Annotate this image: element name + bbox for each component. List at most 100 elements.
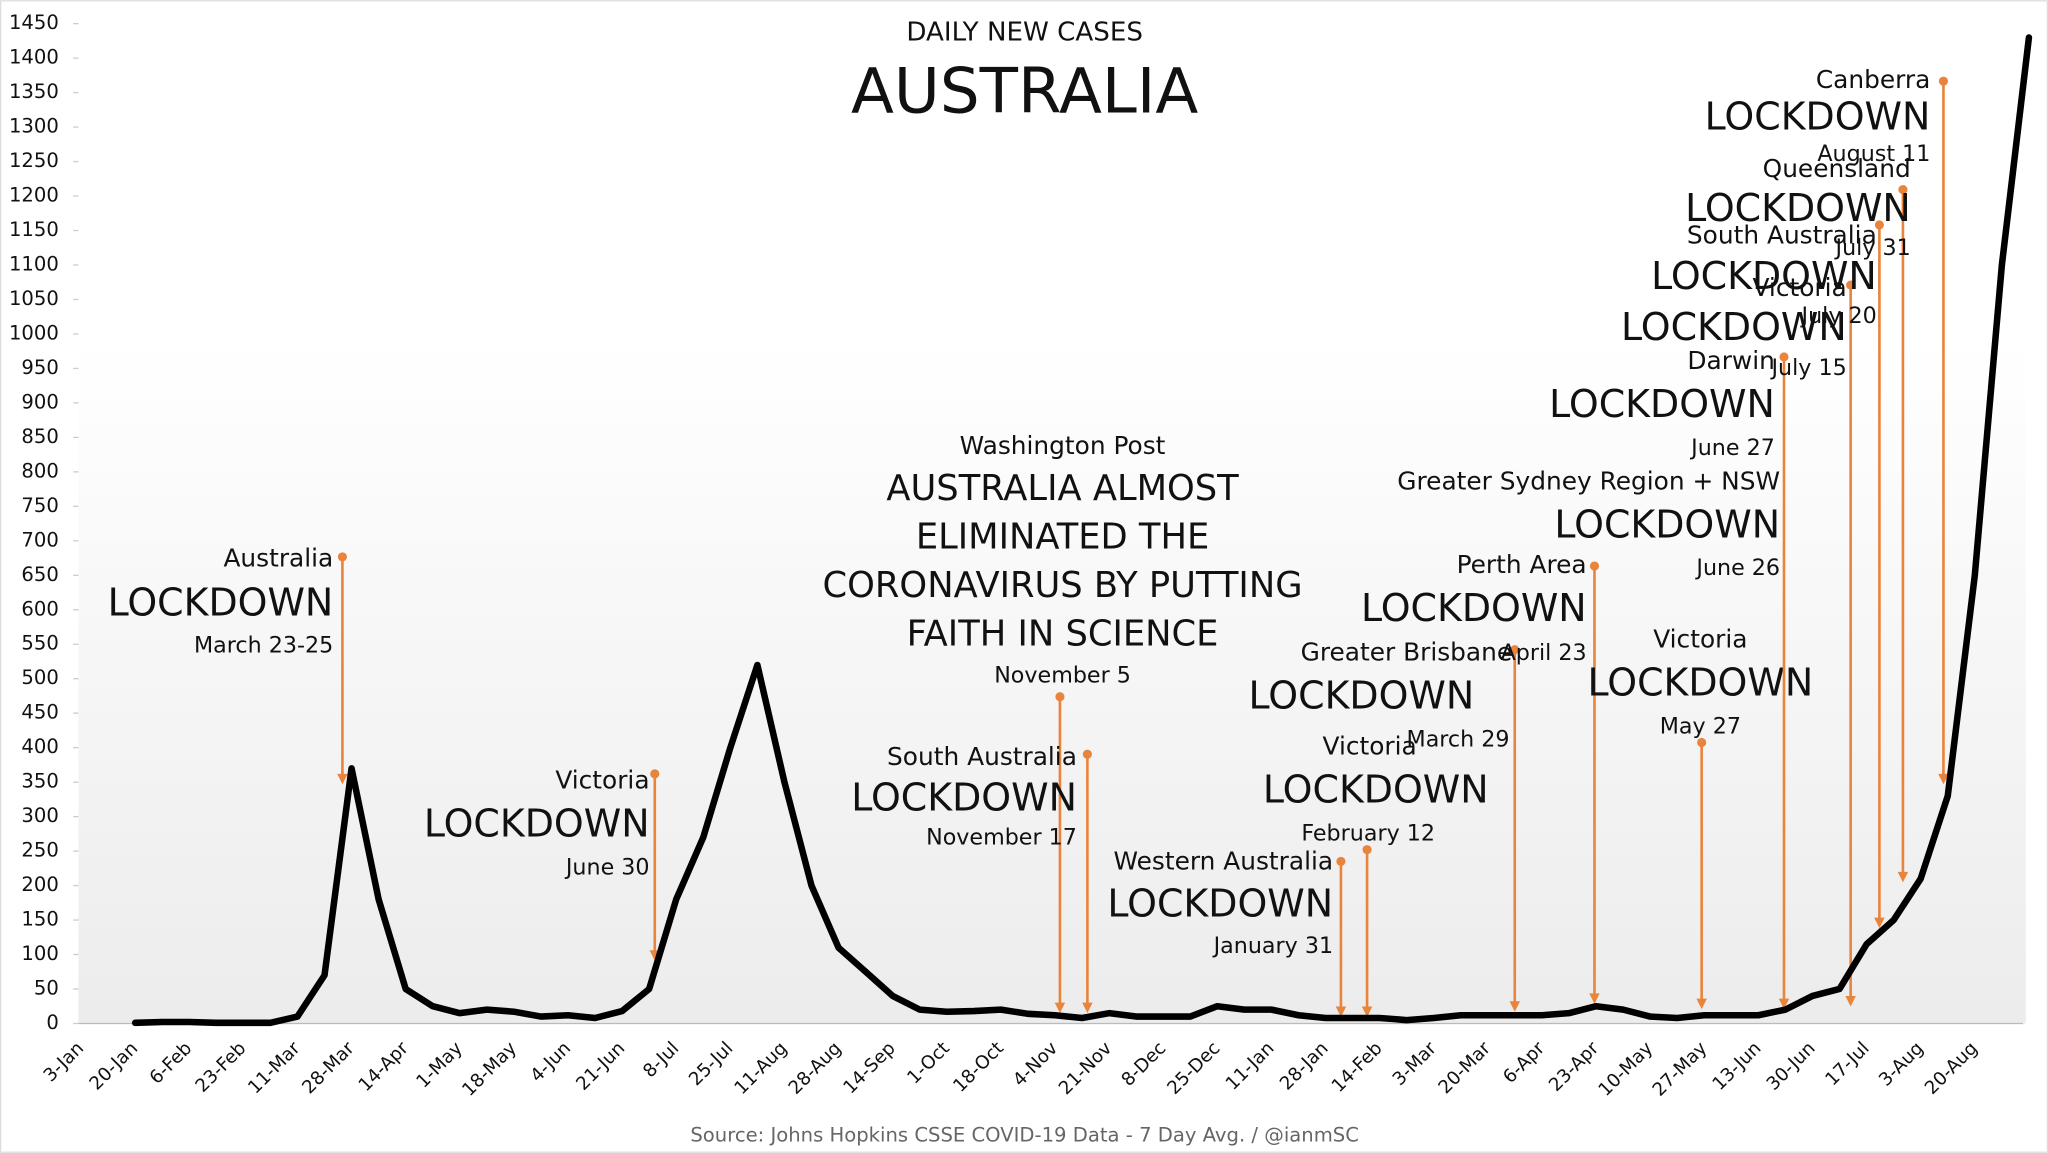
annotation-text: Victoria (555, 766, 649, 795)
annotation-text: Darwin (1687, 346, 1774, 375)
chart-title: AUSTRALIA (851, 55, 1198, 128)
y-tick-label: 800 (21, 459, 58, 482)
y-tick-label: 1000 (9, 321, 59, 344)
annotation-text: FAITH IN SCIENCE (907, 613, 1219, 654)
annotation-text: Perth Area (1457, 550, 1587, 579)
annotation-text: LOCKDOWN (1685, 186, 1911, 230)
y-tick-label: 950 (21, 356, 58, 379)
annotation-text: Greater Brisbane (1301, 638, 1513, 667)
annotation-text: Victoria (1323, 732, 1417, 761)
annotation-text: July 31 (1834, 235, 1911, 261)
annotation-text: LOCKDOWN (424, 802, 650, 846)
annotation-text: Canberra (1816, 65, 1931, 94)
annotation-text: LOCKDOWN (1705, 95, 1931, 139)
annotation-dot (1898, 185, 1908, 195)
annotation-arrowhead (1054, 1002, 1066, 1014)
y-tick-label: 200 (21, 873, 58, 896)
annotation-text: February 12 (1301, 820, 1435, 846)
annotation-dot (1589, 561, 1600, 571)
annotation-text: LOCKDOWN (1651, 254, 1877, 298)
annotation-text: Victoria (1752, 273, 1846, 302)
annotation-text: South Australia (887, 742, 1077, 771)
annotation-text: AUSTRALIA ALMOST (886, 468, 1239, 509)
annotation-arrowhead (1335, 1006, 1347, 1017)
annotation-text: Greater Sydney Region + NSW (1397, 466, 1780, 495)
annotation-dot (337, 552, 347, 562)
annotation-text: LOCKDOWN (851, 775, 1077, 819)
y-tick-label: 600 (21, 597, 58, 620)
annotation-text: July 20 (1800, 303, 1877, 329)
annotation-arrowhead (1082, 1002, 1093, 1014)
y-tick-label: 1150 (9, 218, 59, 241)
annotation-dot (1082, 749, 1092, 759)
annotation-text: LOCKDOWN (1249, 674, 1475, 718)
annotation-arrowhead (1778, 998, 1790, 1010)
annotation-text: July 15 (1769, 355, 1846, 381)
annotation-text: January 31 (1212, 933, 1333, 959)
annotation-arrowhead (1361, 1006, 1373, 1017)
y-tick-label: 700 (21, 528, 58, 551)
y-tick-label: 550 (21, 632, 58, 655)
source: Source: Johns Hopkins CSSE COVID-19 Data… (690, 1123, 1359, 1146)
y-tick-label: 400 (21, 735, 58, 758)
annotation-dot (1055, 692, 1065, 702)
y-tick-label: 1250 (9, 149, 59, 172)
y-tick-label: 1300 (9, 115, 59, 138)
y-tick-label: 1400 (9, 46, 59, 69)
annotation-text: June 30 (564, 854, 650, 880)
annotation-text: Washington Post (960, 431, 1166, 460)
annotation-arrowhead (1938, 773, 1949, 785)
annotation-text: May 27 (1660, 713, 1741, 739)
annotation-text: Western Australia (1114, 847, 1334, 876)
annotation-text: March 29 (1407, 726, 1510, 752)
annotation-text: LOCKDOWN (1587, 660, 1813, 704)
annotation-text: November 5 (994, 662, 1131, 688)
annotation-arrowhead (1589, 993, 1600, 1004)
annotation-dot (1938, 76, 1949, 86)
y-tick-label: 1100 (9, 252, 59, 275)
y-tick-label: 50 (34, 977, 59, 1000)
y-tick-label: 750 (21, 494, 58, 517)
annotation-text: March 23-25 (194, 632, 333, 658)
annotation-arrowhead (337, 773, 348, 785)
annotation-arrowhead (1874, 917, 1885, 929)
annotation-text: LOCKDOWN (1263, 768, 1489, 812)
annotation-text: LOCKDOWN (1361, 586, 1587, 630)
annotation-text: South Australia (1687, 221, 1877, 250)
y-tick-label: 1200 (9, 184, 59, 207)
annotation-dot (1779, 352, 1789, 362)
annotation-text: June 26 (1694, 555, 1780, 581)
annotation-dot (1510, 645, 1520, 655)
data-line (131, 34, 2033, 1027)
annotation-text: November 17 (926, 824, 1077, 850)
annotation-text: Victoria (1653, 625, 1747, 654)
annotation-text: CORONAVIRUS BY PUTTING (823, 565, 1303, 606)
annotation-dot (1846, 280, 1856, 290)
annotation-dot (650, 769, 660, 779)
chart-subtitle: DAILY NEW CASES (906, 17, 1143, 47)
y-tick-label: 850 (21, 425, 58, 448)
y-tick-label: 1450 (9, 11, 59, 34)
annotation-text: Australia (223, 544, 333, 573)
annotation-dot (1874, 220, 1884, 230)
annotation-arrowhead (1845, 996, 1856, 1007)
annotation-arrowhead (1897, 871, 1909, 883)
annotation-text: August 11 (1817, 141, 1930, 167)
annotation-text: LOCKDOWN (108, 581, 334, 625)
y-tick-label: 350 (21, 770, 58, 793)
annotation-dot (1362, 845, 1372, 855)
y-tick-label: 450 (21, 701, 58, 724)
annotation-arrowhead (1696, 998, 1707, 1010)
annotation-text: LOCKDOWN (1107, 881, 1333, 925)
annotation-dot (1336, 856, 1346, 866)
y-tick-label: 150 (21, 908, 58, 931)
y-tick-label: 300 (21, 804, 58, 827)
annotation-text: April 23 (1501, 640, 1587, 666)
y-tick-label: 1350 (9, 80, 59, 103)
annotation-arrowhead (1509, 1001, 1520, 1012)
annotation-text: ELIMINATED THE (916, 517, 1209, 558)
annotation-text: June 27 (1689, 435, 1775, 461)
annotation-text: LOCKDOWN (1621, 305, 1847, 349)
annotation-text: Queensland (1763, 154, 1911, 183)
